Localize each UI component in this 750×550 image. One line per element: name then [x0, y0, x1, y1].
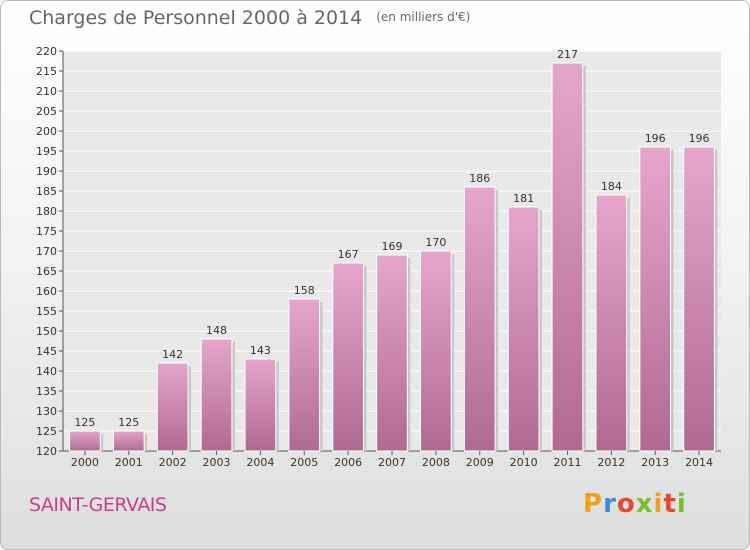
bar	[244, 358, 277, 452]
bar-value-label: 196	[645, 132, 666, 145]
bar-value-label: 158	[294, 284, 315, 297]
bar-value-label: 169	[382, 240, 403, 253]
bar	[332, 262, 364, 452]
y-tick-label: 140	[36, 365, 57, 378]
bar-value-label: 125	[118, 416, 139, 429]
y-tick-label: 120	[36, 445, 57, 458]
bar-value-label: 196	[689, 132, 710, 145]
y-tick-label: 185	[36, 185, 57, 198]
y-tick-label: 175	[36, 225, 57, 238]
bar	[200, 338, 233, 452]
y-tick-label: 180	[36, 205, 57, 218]
bar	[551, 62, 584, 452]
y-tick-label: 125	[36, 425, 57, 438]
commune-name: SAINT-GERVAIS	[29, 494, 167, 516]
y-tick-label: 160	[36, 285, 57, 298]
bar	[507, 206, 540, 452]
bar-value-label: 148	[206, 324, 227, 337]
x-tick-label: 2007	[378, 456, 406, 469]
logo-letter: i	[653, 489, 664, 519]
chart-subtitle: (en milliers d'€)	[376, 10, 471, 24]
bar	[639, 146, 672, 452]
logo-letter: r	[603, 489, 617, 519]
chart-header: Charges de Personnel 2000 à 2014 (en mill…	[29, 7, 470, 29]
x-tick-label: 2000	[71, 456, 99, 469]
bar	[69, 430, 101, 452]
x-tick-label: 2009	[466, 456, 494, 469]
x-tick-label: 2013	[641, 456, 669, 469]
bar	[595, 194, 628, 452]
x-tick-label: 2008	[422, 456, 450, 469]
x-tick-label: 2002	[159, 456, 187, 469]
logo-letter: P	[583, 489, 604, 519]
bar-value-label: 186	[469, 172, 490, 185]
x-tick-label: 2005	[290, 456, 318, 469]
proxiti-logo[interactable]: Proxiti	[583, 489, 687, 519]
bar	[288, 298, 321, 452]
bar-value-label: 125	[74, 416, 95, 429]
bar	[463, 186, 496, 452]
x-tick-label: 2004	[246, 456, 274, 469]
x-tick-label: 2012	[597, 456, 625, 469]
y-tick-label: 145	[36, 345, 57, 358]
y-tick-label: 205	[36, 105, 57, 118]
logo-letter: i	[676, 489, 687, 519]
y-tick-label: 130	[36, 405, 57, 418]
bar-value-label: 170	[425, 236, 446, 249]
bar	[112, 430, 145, 452]
x-tick-label: 2006	[334, 456, 362, 469]
bar	[420, 250, 452, 452]
y-tick-label: 215	[36, 65, 57, 78]
x-tick-label: 2010	[510, 456, 538, 469]
y-tick-label: 195	[36, 145, 57, 158]
y-tick-label: 220	[36, 45, 57, 58]
y-tick-label: 200	[36, 125, 57, 138]
y-tick-label: 210	[36, 85, 57, 98]
y-tick-label: 170	[36, 245, 57, 258]
bar-value-label: 181	[513, 192, 534, 205]
y-tick-label: 155	[36, 305, 57, 318]
bar-value-label: 217	[557, 48, 578, 61]
logo-letter: o	[616, 489, 636, 519]
y-tick-label: 150	[36, 325, 57, 338]
bar-value-label: 142	[162, 348, 183, 361]
bar-value-label: 167	[338, 248, 359, 261]
logo-letter: t	[663, 489, 677, 519]
bar	[683, 146, 715, 452]
y-tick-label: 165	[36, 265, 57, 278]
bar	[156, 362, 189, 452]
x-tick-label: 2001	[115, 456, 143, 469]
bar-value-label: 184	[601, 180, 622, 193]
x-tick-label: 2011	[553, 456, 581, 469]
bar-value-label: 143	[250, 344, 271, 357]
y-tick-label: 135	[36, 385, 57, 398]
logo-letter: x	[635, 489, 654, 519]
y-tick-label: 190	[36, 165, 57, 178]
x-tick-label: 2014	[685, 456, 713, 469]
bar	[376, 254, 408, 452]
chart-title: Charges de Personnel 2000 à 2014	[29, 7, 363, 29]
x-tick-label: 2003	[203, 456, 231, 469]
